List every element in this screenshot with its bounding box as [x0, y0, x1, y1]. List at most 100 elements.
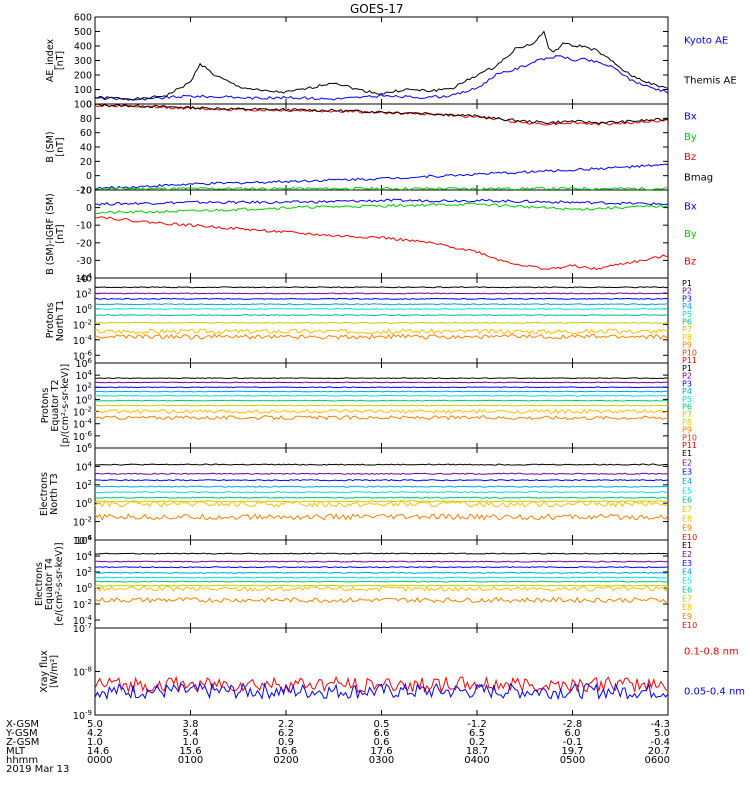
- flux-channel-line: [94, 394, 668, 397]
- legend-entry: E10: [682, 621, 697, 630]
- legend-entry: P9: [682, 341, 692, 350]
- y-tick-label: 40: [80, 143, 92, 154]
- y-tick-label: 10-6: [73, 349, 93, 362]
- flux-channel-line: [94, 399, 669, 402]
- footer-value: 0600: [645, 755, 670, 766]
- y-tick-label: 10: [80, 186, 92, 197]
- y-axis-label: Equator T2: [50, 379, 61, 431]
- flux-channel-line: [94, 381, 669, 384]
- y-axis-label: AE_index: [45, 39, 56, 83]
- footer-value: 1.0: [87, 737, 103, 748]
- legend-entry: E2: [682, 458, 692, 467]
- y-tick-label: 500: [74, 27, 92, 38]
- legend-entry: E3: [682, 559, 692, 568]
- footer-value: 5.0: [654, 728, 670, 739]
- y-tick-label: 104: [75, 550, 92, 563]
- legend-entry: By: [684, 132, 697, 143]
- panel-frame: [94, 277, 669, 364]
- y-tick-label: 10-7: [73, 622, 92, 635]
- flux-channel-line: [94, 585, 669, 593]
- legend-entry: E5: [682, 486, 692, 495]
- legend-entry: P6: [682, 403, 692, 412]
- y-axis-label: Equator T4: [44, 558, 55, 610]
- y-axis-label: [p/(cm²-s-sr-keV)]: [60, 364, 71, 447]
- legend-entry: E7: [682, 594, 692, 603]
- flux-channel-line: [94, 463, 669, 466]
- y-tick-label: -40: [76, 274, 92, 285]
- legend-entry: Bx: [684, 111, 697, 122]
- footer-value: 6.0: [565, 728, 581, 739]
- y-tick-label: 100: [75, 582, 92, 595]
- footer-value: 16.6: [275, 746, 297, 757]
- legend-entry: Bz: [684, 257, 696, 268]
- flux-channel-line: [94, 500, 669, 508]
- legend-entry: P2: [682, 372, 692, 381]
- y-tick-label: 10-2: [73, 516, 92, 529]
- flux-channel-line: [94, 566, 669, 569]
- footer-value: 17.6: [370, 746, 392, 757]
- y-tick-label: 100: [75, 303, 92, 316]
- footer-value: 19.7: [561, 746, 583, 757]
- footer-value: 0200: [273, 755, 298, 766]
- y-axis-label: Protons: [45, 303, 56, 339]
- footer-value: 2.2: [278, 719, 294, 730]
- y-axis-label: Protons: [40, 388, 51, 424]
- y-axis-label: Electrons: [34, 562, 45, 606]
- legend-entry: Bx: [684, 202, 697, 213]
- y-tick-label: 200: [74, 71, 92, 82]
- legend-entry: P4: [682, 302, 692, 311]
- xray-line: [94, 675, 669, 694]
- legend-entry: P10: [682, 433, 697, 442]
- legend-entry: P7: [682, 325, 692, 334]
- y-tick-label: 10-4: [73, 614, 93, 627]
- legend-entry: P4: [682, 387, 692, 396]
- legend-entry: P11: [682, 356, 697, 365]
- legend-entry: Kyoto AE: [684, 36, 728, 47]
- footer-value: 6.6: [374, 728, 390, 739]
- footer-value: 0.5: [374, 719, 390, 730]
- flux-channel-line: [94, 404, 669, 407]
- legend-entry: P3: [682, 379, 692, 388]
- footer-value: 0000: [87, 755, 112, 766]
- flux-channel-line: [95, 560, 669, 563]
- flux-channel-line: [94, 321, 668, 324]
- y-tick-label: 106: [75, 534, 92, 547]
- flux-channel-line: [94, 513, 669, 521]
- footer-value: -4.3: [650, 719, 670, 730]
- y-tick-label: 100: [75, 497, 92, 510]
- flux-channel-line: [94, 491, 669, 494]
- flux-channel-line: [94, 479, 668, 482]
- flux-channel-line: [94, 386, 669, 389]
- legend-entry: E9: [682, 524, 692, 533]
- legend-entry: E4: [682, 477, 692, 486]
- footer-value: 5.0: [87, 719, 103, 730]
- flux-channel-line: [94, 328, 669, 335]
- flux-channel-line: [95, 552, 669, 555]
- y-axis-label: [W/m²]: [49, 655, 60, 688]
- flux-channel-line: [94, 390, 669, 393]
- y-tick-label: 10-6: [73, 430, 93, 443]
- legend-entry: P11: [682, 441, 697, 450]
- footer-value: 0100: [178, 755, 203, 766]
- footer-value: 0.9: [278, 737, 294, 748]
- flux-channel-line: [94, 292, 669, 295]
- flux-channel-line: [94, 408, 669, 415]
- legend-entry: E8: [682, 603, 692, 612]
- y-tick-label: 10-9: [73, 709, 92, 722]
- y-tick-label: -10: [76, 221, 92, 232]
- y-tick-label: -20: [76, 238, 92, 249]
- y-tick-label: 102: [75, 381, 92, 394]
- flux-channel-line: [94, 286, 669, 289]
- flux-channel-line: [94, 584, 669, 587]
- y-tick-label: 0: [86, 100, 92, 111]
- y-axis-label: Electrons: [39, 472, 50, 516]
- y-axis-label: [nT]: [55, 224, 66, 243]
- legend-entry: P10: [682, 348, 697, 357]
- footer-value: 14.6: [87, 746, 109, 757]
- panel-frame: [94, 627, 669, 716]
- legend-entry: E8: [682, 514, 692, 523]
- y-tick-label: 102: [75, 479, 92, 492]
- footer-value: 6.5: [469, 728, 485, 739]
- flux-channel-line: [94, 297, 669, 300]
